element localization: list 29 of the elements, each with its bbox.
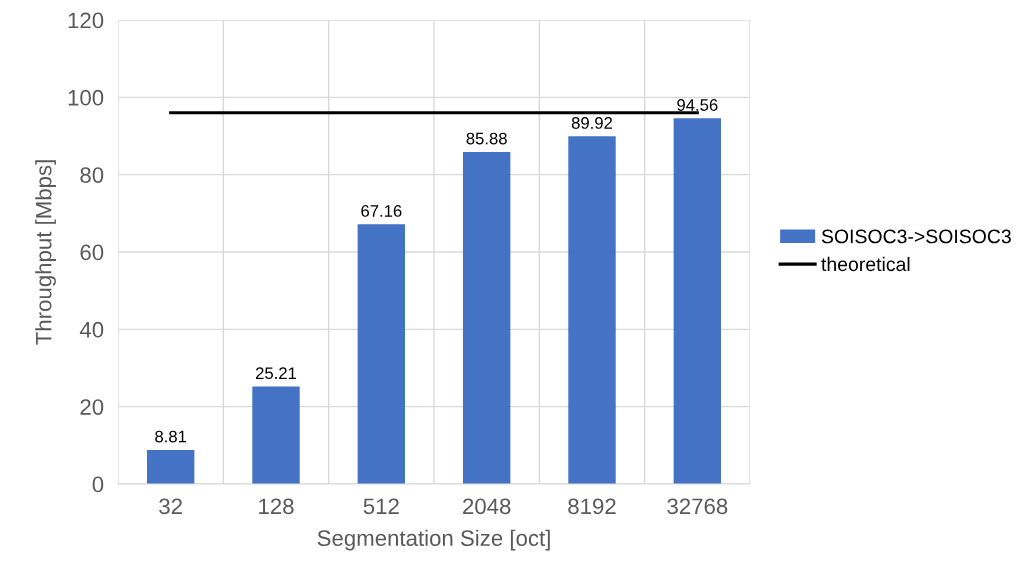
x-tick-label: 32 (159, 498, 182, 515)
bar (673, 118, 722, 484)
data-label: 25.21 (255, 367, 297, 380)
y-axis-title: Throughput [Mbps] (35, 160, 56, 345)
y-tick-label: 40 (79, 321, 104, 338)
bar (252, 386, 300, 484)
y-tick-label: 20 (80, 399, 104, 415)
x-tick-label: 128 (259, 498, 294, 515)
data-label: 89.92 (571, 117, 613, 129)
data-label: 85.88 (466, 132, 507, 145)
bar (462, 151, 511, 484)
y-tick-label: 80 (80, 167, 104, 183)
bar (357, 224, 406, 484)
legend-label: SOISOC3->SOISOC3 (821, 229, 1011, 244)
data-label: 94.56 (677, 99, 718, 111)
data-label: 8.81 (155, 430, 187, 443)
y-tick-label: 0 (92, 476, 104, 493)
data-label: 67.16 (361, 205, 402, 217)
x-axis-title: Segmentation Size [oct] (317, 529, 550, 551)
bar (146, 449, 195, 484)
bar (568, 136, 616, 484)
y-tick-label: 100 (68, 89, 104, 106)
x-tick-label: 32768 (667, 498, 728, 515)
legend-label: theoretical (821, 256, 910, 272)
x-tick-label: 2048 (463, 498, 511, 515)
x-tick-label: 8192 (568, 498, 616, 515)
y-tick-label: 60 (80, 244, 104, 261)
y-tick-label: 120 (68, 12, 104, 29)
x-tick-label: 512 (363, 498, 399, 515)
